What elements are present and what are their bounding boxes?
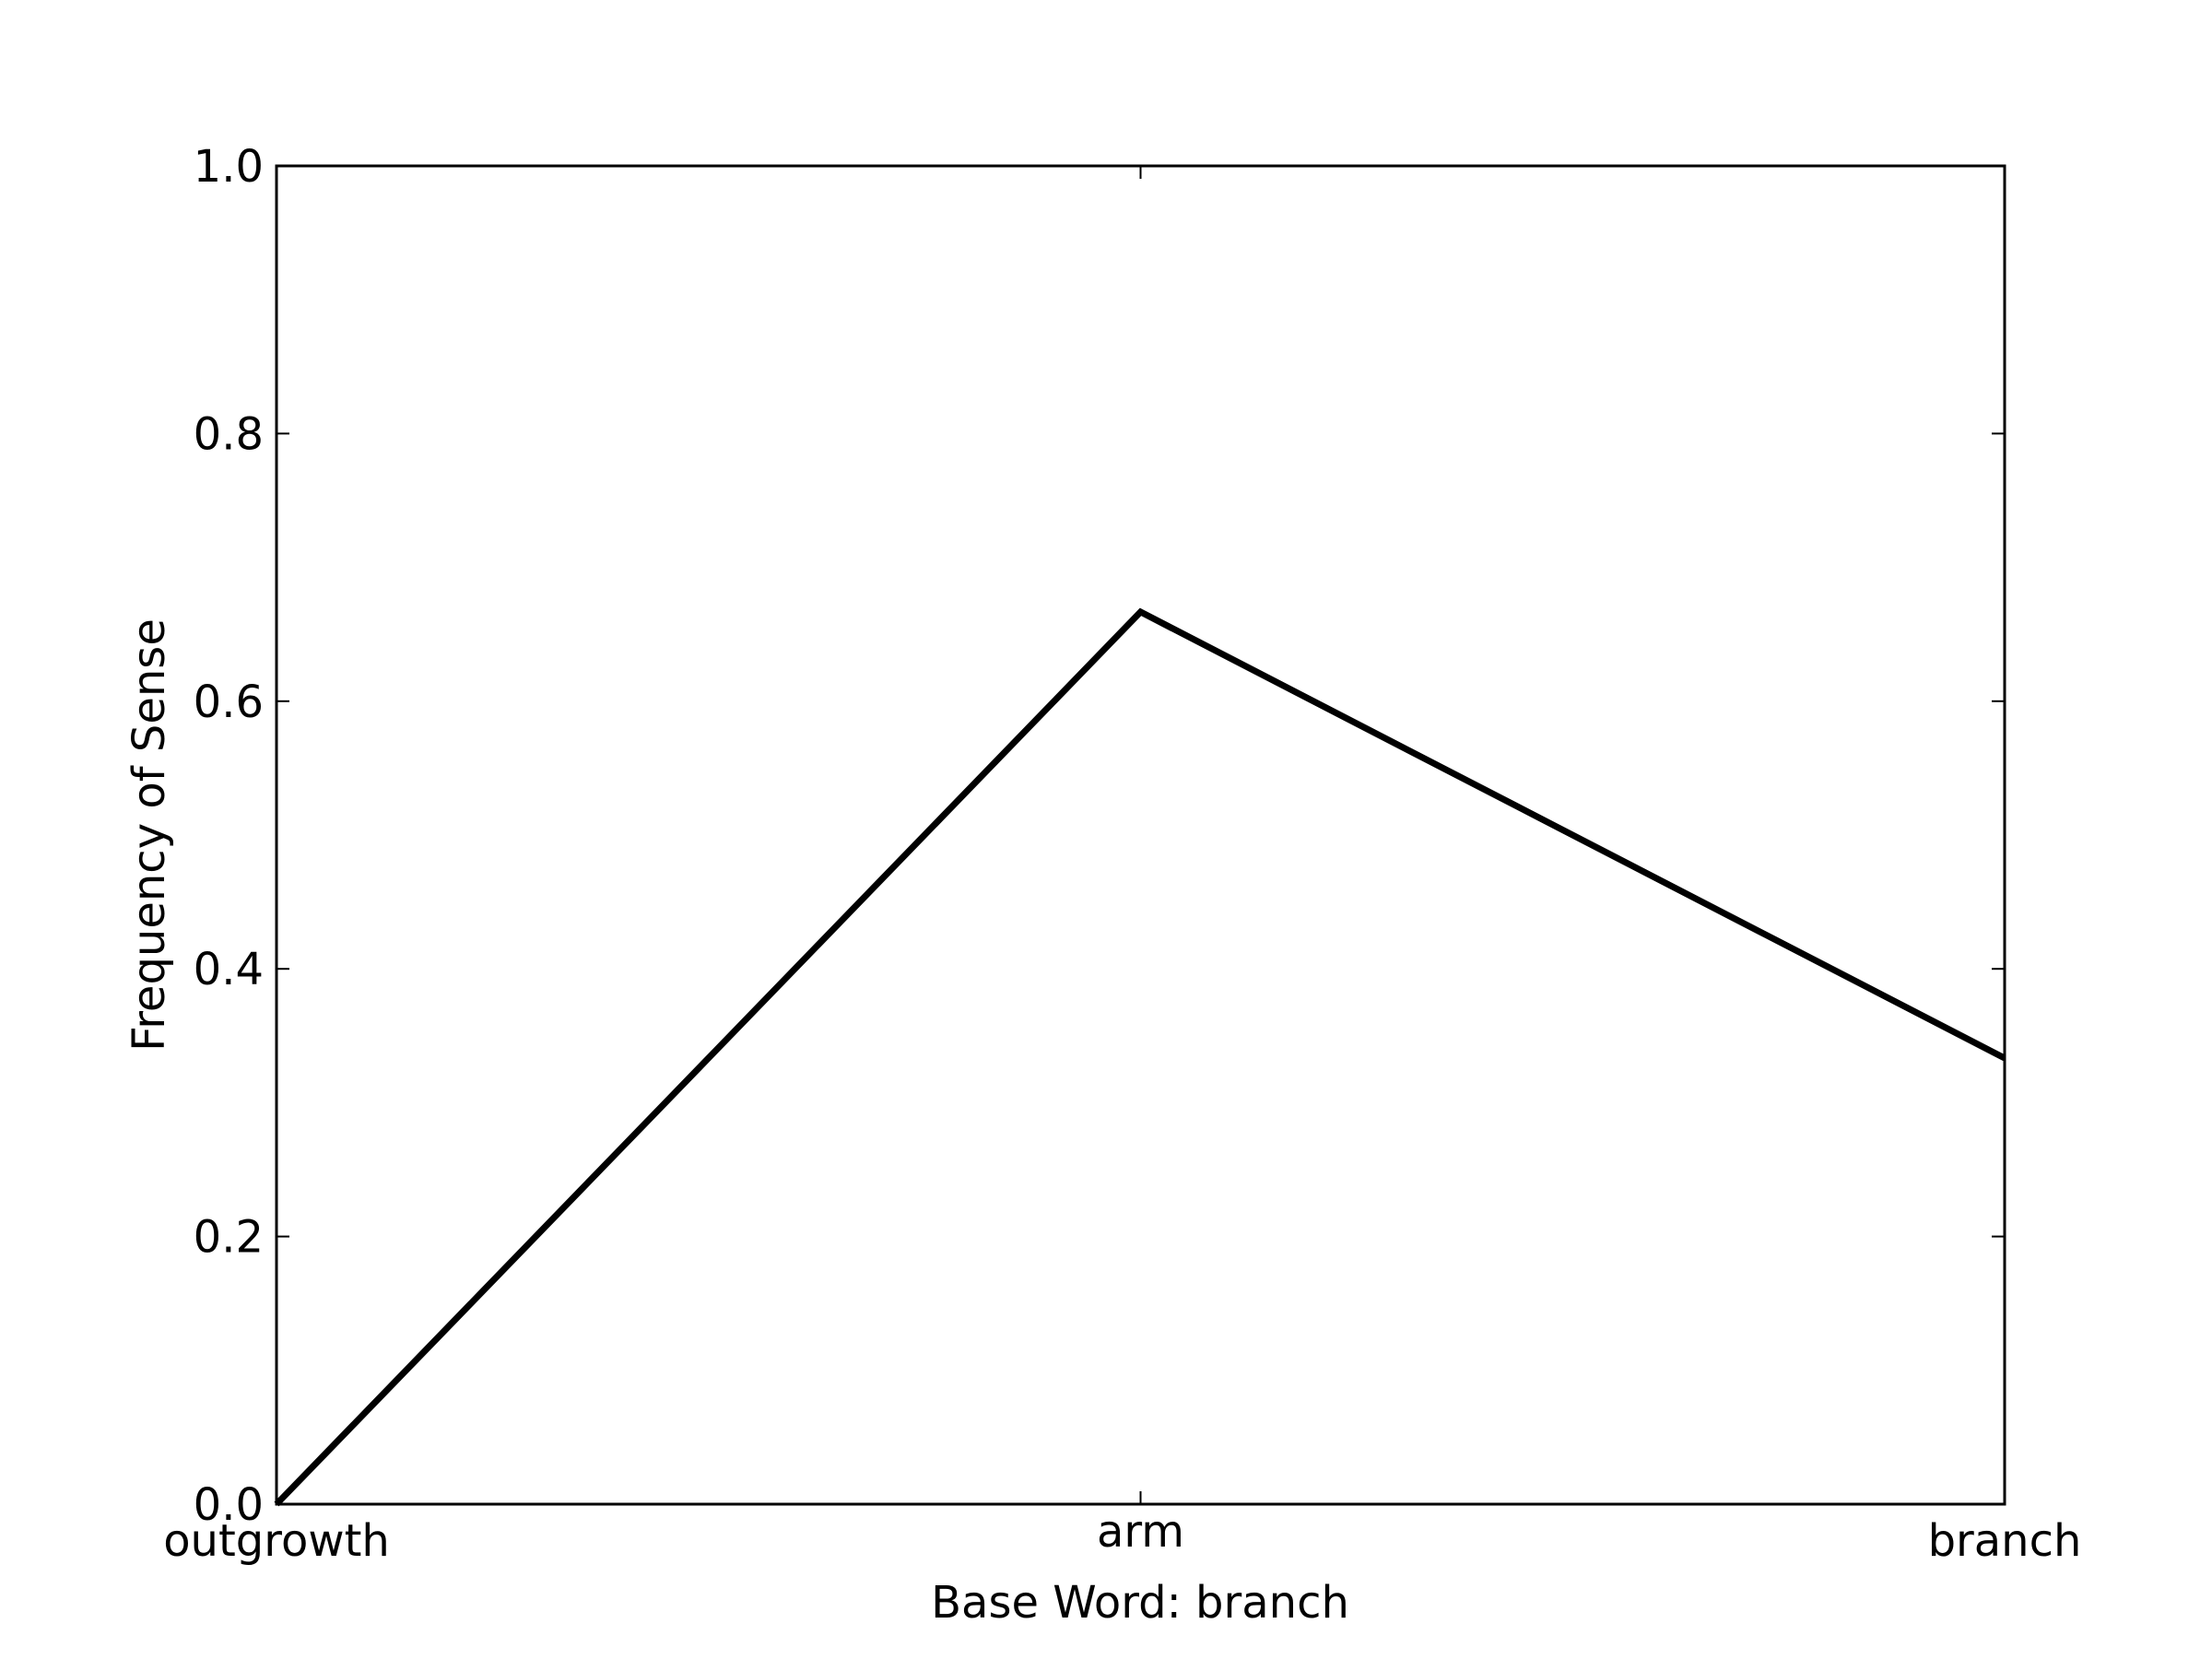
plot-frame <box>275 164 2006 1506</box>
y-tick-label: 0.2 <box>194 1212 264 1264</box>
y-tick-label: 1.0 <box>194 141 264 193</box>
tick-labels: 0.0 0.2 0.4 0.6 0.8 1.0 outgrowth arm branch <box>163 141 2081 1567</box>
x-axis-label: Base Word: branch <box>931 1577 1349 1629</box>
x-tick-label: outgrowth <box>163 1515 390 1567</box>
y-tick-label: 0.8 <box>194 408 264 460</box>
y-axis-label: Frequency of Sense <box>124 618 175 1052</box>
y-tick-label: 0.6 <box>194 677 264 728</box>
y-tick-label: 0.0 <box>194 1479 264 1531</box>
series-line <box>274 607 2006 1507</box>
x-tick-label: arm <box>1097 1506 1184 1558</box>
series-layer <box>274 607 2006 1507</box>
y-tick-label: 0.4 <box>194 944 264 995</box>
axis-ticks <box>276 165 2006 1505</box>
x-tick-label: branch <box>1928 1515 2082 1567</box>
